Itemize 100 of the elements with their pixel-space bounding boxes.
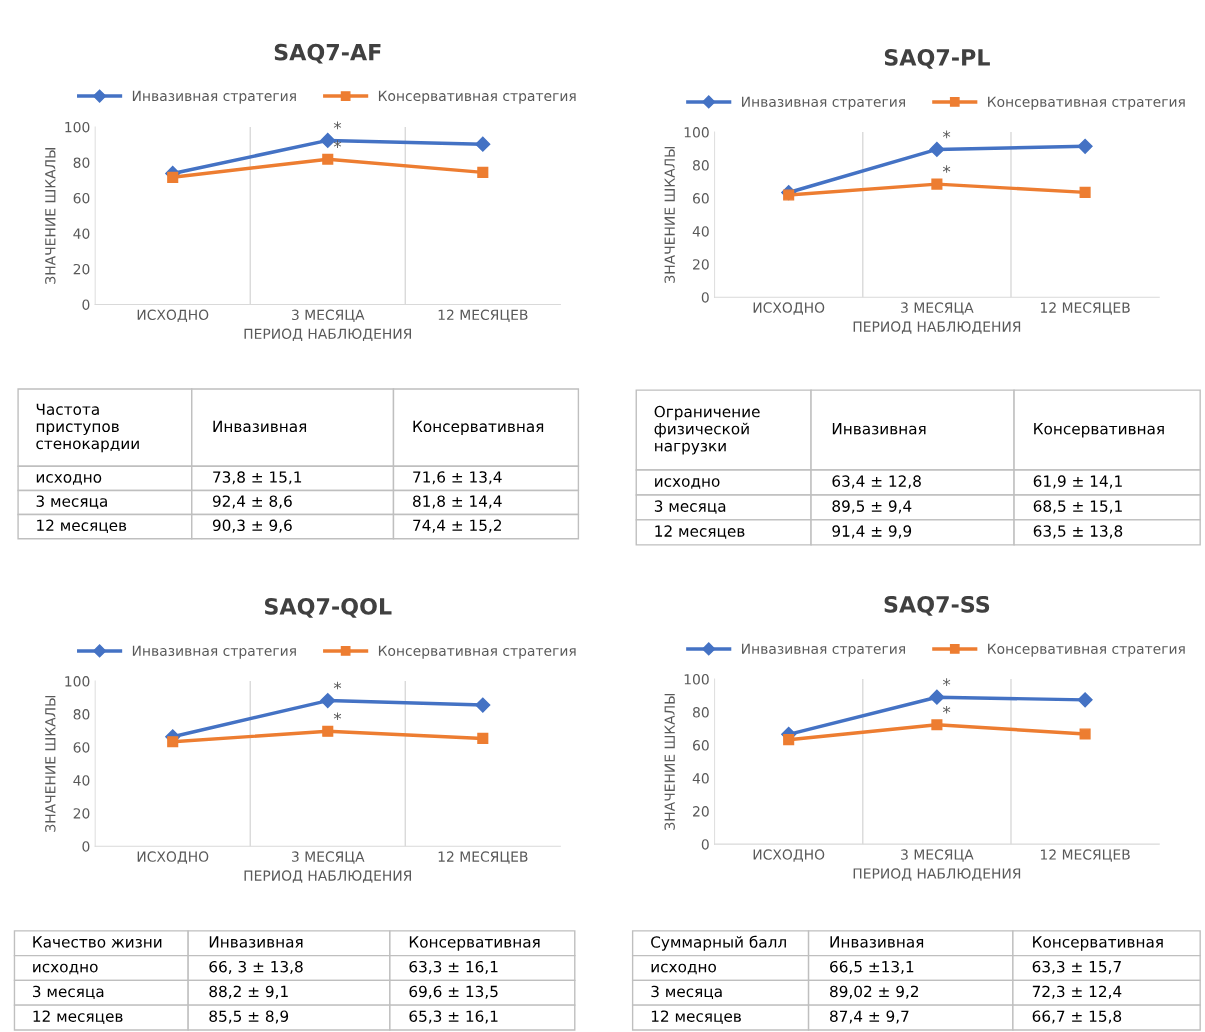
annotation: *	[942, 165, 951, 173]
text: Инвазивная	[209, 936, 303, 948]
point	[929, 689, 945, 705]
y-tick-label: 80	[73, 709, 90, 720]
y-tick-label: 60	[693, 740, 709, 751]
text: 90,3 ± 9,6	[212, 519, 292, 533]
text: исходно	[651, 963, 716, 975]
text: 71,6 ± 13,4	[413, 471, 502, 485]
text: исходно	[36, 474, 102, 485]
chart-title: SAQ7-QOL	[264, 597, 392, 618]
annotation: *	[942, 678, 951, 686]
text: 61,9 ± 14,1	[1033, 475, 1122, 489]
text: 74,4 ± 15,2	[413, 519, 501, 533]
text: Инвазивная	[832, 423, 926, 435]
point	[1079, 728, 1091, 740]
x-tick-label: ИСХОДНО	[137, 309, 209, 323]
text: 65,3 ± 16,1	[409, 1010, 498, 1024]
y-tick-label: 20	[693, 259, 709, 270]
y-tick-label: 20	[73, 808, 90, 819]
x-axis-title: ПЕРИОД НАБЛЮДЕНИЯ	[853, 868, 1021, 881]
y-tick-label: 40	[73, 775, 90, 786]
text: 92,4 ± 8,6	[212, 495, 292, 509]
y-tick-label: 20	[693, 806, 709, 817]
text: 12 месяцев	[651, 1010, 741, 1024]
x-tick-label: 12 МЕСЯЦЕВ	[1040, 302, 1130, 315]
y-tick-label: 60	[73, 742, 90, 753]
text: 3 месяца	[36, 495, 107, 509]
y-axis-title: ЗНАЧЕНИЕ ШКАЛЫ	[45, 148, 56, 284]
text: Ограничение физической нагрузки	[654, 405, 760, 455]
y-tick-label: 40	[692, 226, 709, 237]
text: 3 месяца	[33, 985, 104, 1000]
y-tick-label: 20	[73, 263, 90, 275]
text: 91,4 ± 9,9	[832, 525, 912, 539]
y-tick-label: 100	[65, 676, 90, 687]
point	[931, 178, 943, 190]
legend-label: Консервативная стратегия	[988, 643, 1185, 657]
text: 66,5 ±13,1	[830, 960, 914, 975]
point	[475, 697, 491, 713]
text: 12 месяцев	[37, 519, 127, 533]
y-tick-label: 80	[73, 157, 90, 168]
legend-label: Консервативная стратегия	[988, 96, 1185, 110]
text: Консервативная	[413, 420, 544, 436]
text: исходно	[33, 963, 98, 975]
text: Частота приступов стенокардии	[36, 403, 139, 453]
legend-label: Инвазивная стратегия	[742, 643, 905, 657]
y-axis-title: ЗНАЧЕНИЕ ШКАЛЫ	[664, 146, 675, 283]
legend-label: Инвазивная стратегия	[132, 90, 296, 104]
text: Инвазивная	[213, 420, 307, 433]
text: 85,5 ± 8,9	[209, 1010, 289, 1024]
text: Консервативная	[1033, 936, 1163, 951]
y-tick-label: 100	[684, 674, 709, 685]
text: 87,4 ± 9,7	[830, 1010, 909, 1024]
chart-title: SAQ7-PL	[884, 48, 990, 69]
x-tick-label: ИСХОДНО	[137, 851, 209, 864]
text: 63,4 ± 12,8	[832, 475, 921, 489]
x-axis-title: ПЕРИОД НАБЛЮДЕНИЯ	[244, 328, 411, 342]
legend-label: Консервативная стратегия	[378, 645, 576, 659]
text: 69,6 ± 13,5	[409, 985, 498, 999]
y-tick-label: 60	[693, 193, 709, 204]
point	[167, 171, 179, 183]
y-axis-title: ЗНАЧЕНИЕ ШКАЛЫ	[664, 693, 675, 830]
point	[1077, 138, 1093, 154]
point	[322, 725, 334, 737]
point	[167, 736, 179, 748]
text: Инвазивная	[830, 936, 924, 948]
text: 12 месяцев	[33, 1010, 123, 1024]
annotation: *	[333, 681, 342, 690]
point	[783, 734, 795, 746]
x-tick-label: 3 МЕСЯЦА	[901, 849, 974, 862]
x-axis-title: ПЕРИОД НАБЛЮДЕНИЯ	[853, 321, 1021, 334]
text: 63,5 ± 13,8	[1033, 525, 1123, 539]
text: 88,2 ± 9,1	[209, 985, 288, 999]
point	[477, 732, 489, 744]
point	[320, 693, 336, 709]
y-tick-label: 0	[82, 299, 90, 310]
annotation: *	[333, 140, 342, 148]
text: Консервативная	[409, 936, 540, 951]
x-axis-title: ПЕРИОД НАБЛЮДЕНИЯ	[244, 870, 411, 883]
y-tick-label: 80	[692, 707, 709, 718]
text: исходно	[655, 478, 720, 489]
legend-label: Консервативная стратегия	[378, 90, 576, 104]
y-tick-label: 100	[684, 127, 709, 138]
point	[322, 153, 334, 165]
legend-label: Инвазивная стратегия	[132, 645, 296, 659]
y-tick-label: 40	[692, 773, 709, 784]
point	[931, 719, 943, 731]
point	[929, 141, 945, 158]
annotation: *	[942, 705, 951, 714]
text: 81,8 ± 14,4	[413, 495, 502, 509]
text: 63,3 ± 15,7	[1032, 960, 1121, 975]
y-tick-label: 0	[701, 839, 709, 850]
text: 3 месяца	[651, 985, 722, 1000]
y-axis-title: ЗНАЧЕНИЕ ШКАЛЫ	[45, 696, 56, 832]
point	[1077, 692, 1093, 708]
annotation: *	[942, 130, 951, 139]
text: 66, 3 ± 13,8	[209, 960, 303, 975]
text: 66,7 ± 15,8	[1032, 1010, 1122, 1024]
legend-label: Инвазивная стратегия	[742, 96, 905, 110]
annotation: *	[333, 121, 342, 130]
y-tick-label: 60	[73, 192, 90, 204]
